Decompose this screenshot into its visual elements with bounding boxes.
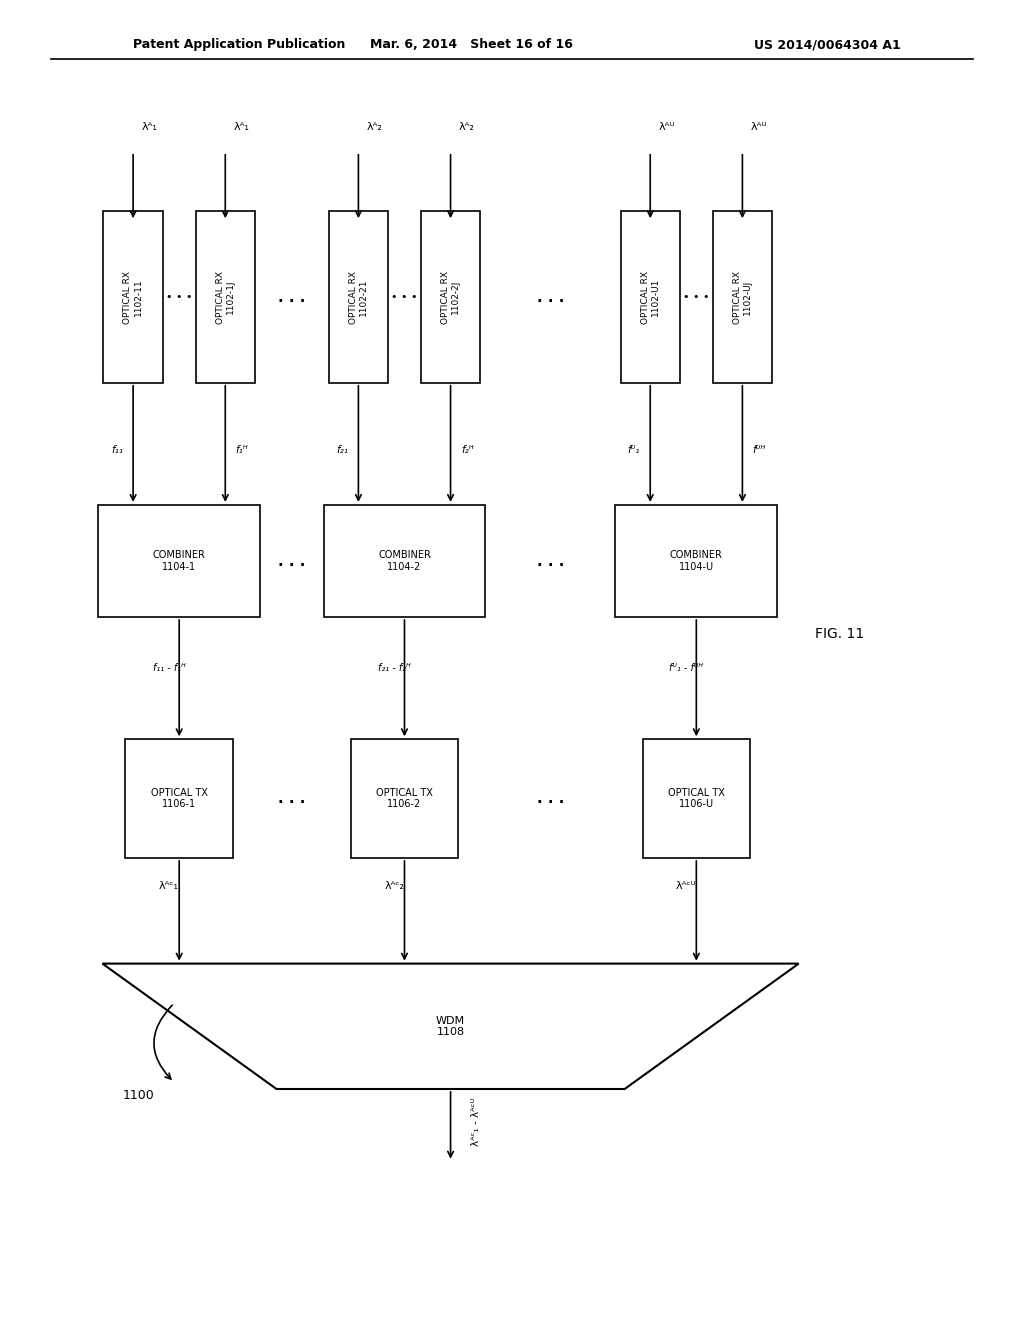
Text: fᵁ₁ - fᵁᴴ: fᵁ₁ - fᵁᴴ bbox=[669, 663, 703, 673]
Text: λᴬᶜᵁ: λᴬᶜᵁ bbox=[676, 880, 696, 891]
Text: λᴬ₂: λᴬ₂ bbox=[459, 121, 475, 132]
Text: OPTICAL TX
1106-2: OPTICAL TX 1106-2 bbox=[376, 788, 433, 809]
Text: λᴬ₁: λᴬ₁ bbox=[141, 121, 158, 132]
Text: OPTICAL RX
1102-2J: OPTICAL RX 1102-2J bbox=[441, 271, 460, 323]
Bar bbox=[713, 211, 772, 383]
Text: . . .: . . . bbox=[279, 791, 305, 807]
Text: fᵁᴴ: fᵁᴴ bbox=[753, 445, 766, 455]
Text: . . .: . . . bbox=[279, 553, 305, 569]
Bar bbox=[329, 211, 388, 383]
Bar bbox=[324, 506, 485, 618]
Text: λᴬᵁ: λᴬᵁ bbox=[658, 121, 675, 132]
Text: f₂₁ - f₂ᴴ: f₂₁ - f₂ᴴ bbox=[378, 663, 411, 673]
Text: FIG. 11: FIG. 11 bbox=[815, 627, 864, 640]
Text: . . .: . . . bbox=[537, 791, 564, 807]
Text: COMBINER
1104-2: COMBINER 1104-2 bbox=[378, 550, 431, 572]
Text: . . .: . . . bbox=[537, 289, 564, 305]
Bar bbox=[350, 739, 459, 858]
Text: λᴬᶜ₂: λᴬᶜ₂ bbox=[384, 880, 404, 891]
Text: 1100: 1100 bbox=[123, 1089, 155, 1102]
Bar bbox=[421, 211, 480, 383]
Text: λᴬ₁: λᴬ₁ bbox=[233, 121, 250, 132]
Text: Patent Application Publication: Patent Application Publication bbox=[133, 38, 345, 51]
Text: f₁₁: f₁₁ bbox=[111, 445, 123, 455]
Bar bbox=[196, 211, 255, 383]
Text: OPTICAL RX
1102-U1: OPTICAL RX 1102-U1 bbox=[641, 271, 659, 323]
Bar bbox=[615, 506, 777, 618]
Text: . . .: . . . bbox=[279, 289, 305, 305]
Text: OPTICAL RX
1102-UJ: OPTICAL RX 1102-UJ bbox=[733, 271, 752, 323]
Text: • • •: • • • bbox=[683, 292, 710, 302]
Text: WDM
1108: WDM 1108 bbox=[436, 1015, 465, 1038]
Text: OPTICAL RX
1102-11: OPTICAL RX 1102-11 bbox=[124, 271, 142, 323]
Bar bbox=[103, 211, 163, 383]
Text: Mar. 6, 2014   Sheet 16 of 16: Mar. 6, 2014 Sheet 16 of 16 bbox=[370, 38, 572, 51]
Polygon shape bbox=[102, 964, 799, 1089]
Text: COMBINER
1104-U: COMBINER 1104-U bbox=[670, 550, 723, 572]
Text: OPTICAL TX
1106-U: OPTICAL TX 1106-U bbox=[668, 788, 725, 809]
Text: f₁₁ - f₁ᴴ: f₁₁ - f₁ᴴ bbox=[153, 663, 185, 673]
Bar bbox=[621, 211, 680, 383]
Text: COMBINER
1104-1: COMBINER 1104-1 bbox=[153, 550, 206, 572]
Text: f₂₁: f₂₁ bbox=[336, 445, 348, 455]
Text: OPTICAL RX
1102-21: OPTICAL RX 1102-21 bbox=[349, 271, 368, 323]
Text: fᵁ₁: fᵁ₁ bbox=[628, 445, 640, 455]
Bar bbox=[643, 739, 750, 858]
Text: λᴬᵁ: λᴬᵁ bbox=[751, 121, 767, 132]
Text: OPTICAL RX
1102-1J: OPTICAL RX 1102-1J bbox=[216, 271, 234, 323]
Text: • • •: • • • bbox=[391, 292, 418, 302]
Bar bbox=[98, 506, 260, 618]
Text: • • •: • • • bbox=[166, 292, 193, 302]
Text: λᴬᶜ₁ - λᴬᶜᵁ: λᴬᶜ₁ - λᴬᶜᵁ bbox=[471, 1098, 481, 1146]
Text: . . .: . . . bbox=[537, 553, 564, 569]
Text: f₁ᴴ: f₁ᴴ bbox=[236, 445, 248, 455]
Text: λᴬ₂: λᴬ₂ bbox=[367, 121, 383, 132]
Text: λᴬᶜ₁: λᴬᶜ₁ bbox=[159, 880, 179, 891]
Text: f₂ᴴ: f₂ᴴ bbox=[461, 445, 473, 455]
Text: OPTICAL TX
1106-1: OPTICAL TX 1106-1 bbox=[151, 788, 208, 809]
Bar bbox=[125, 739, 232, 858]
Text: US 2014/0064304 A1: US 2014/0064304 A1 bbox=[755, 38, 901, 51]
